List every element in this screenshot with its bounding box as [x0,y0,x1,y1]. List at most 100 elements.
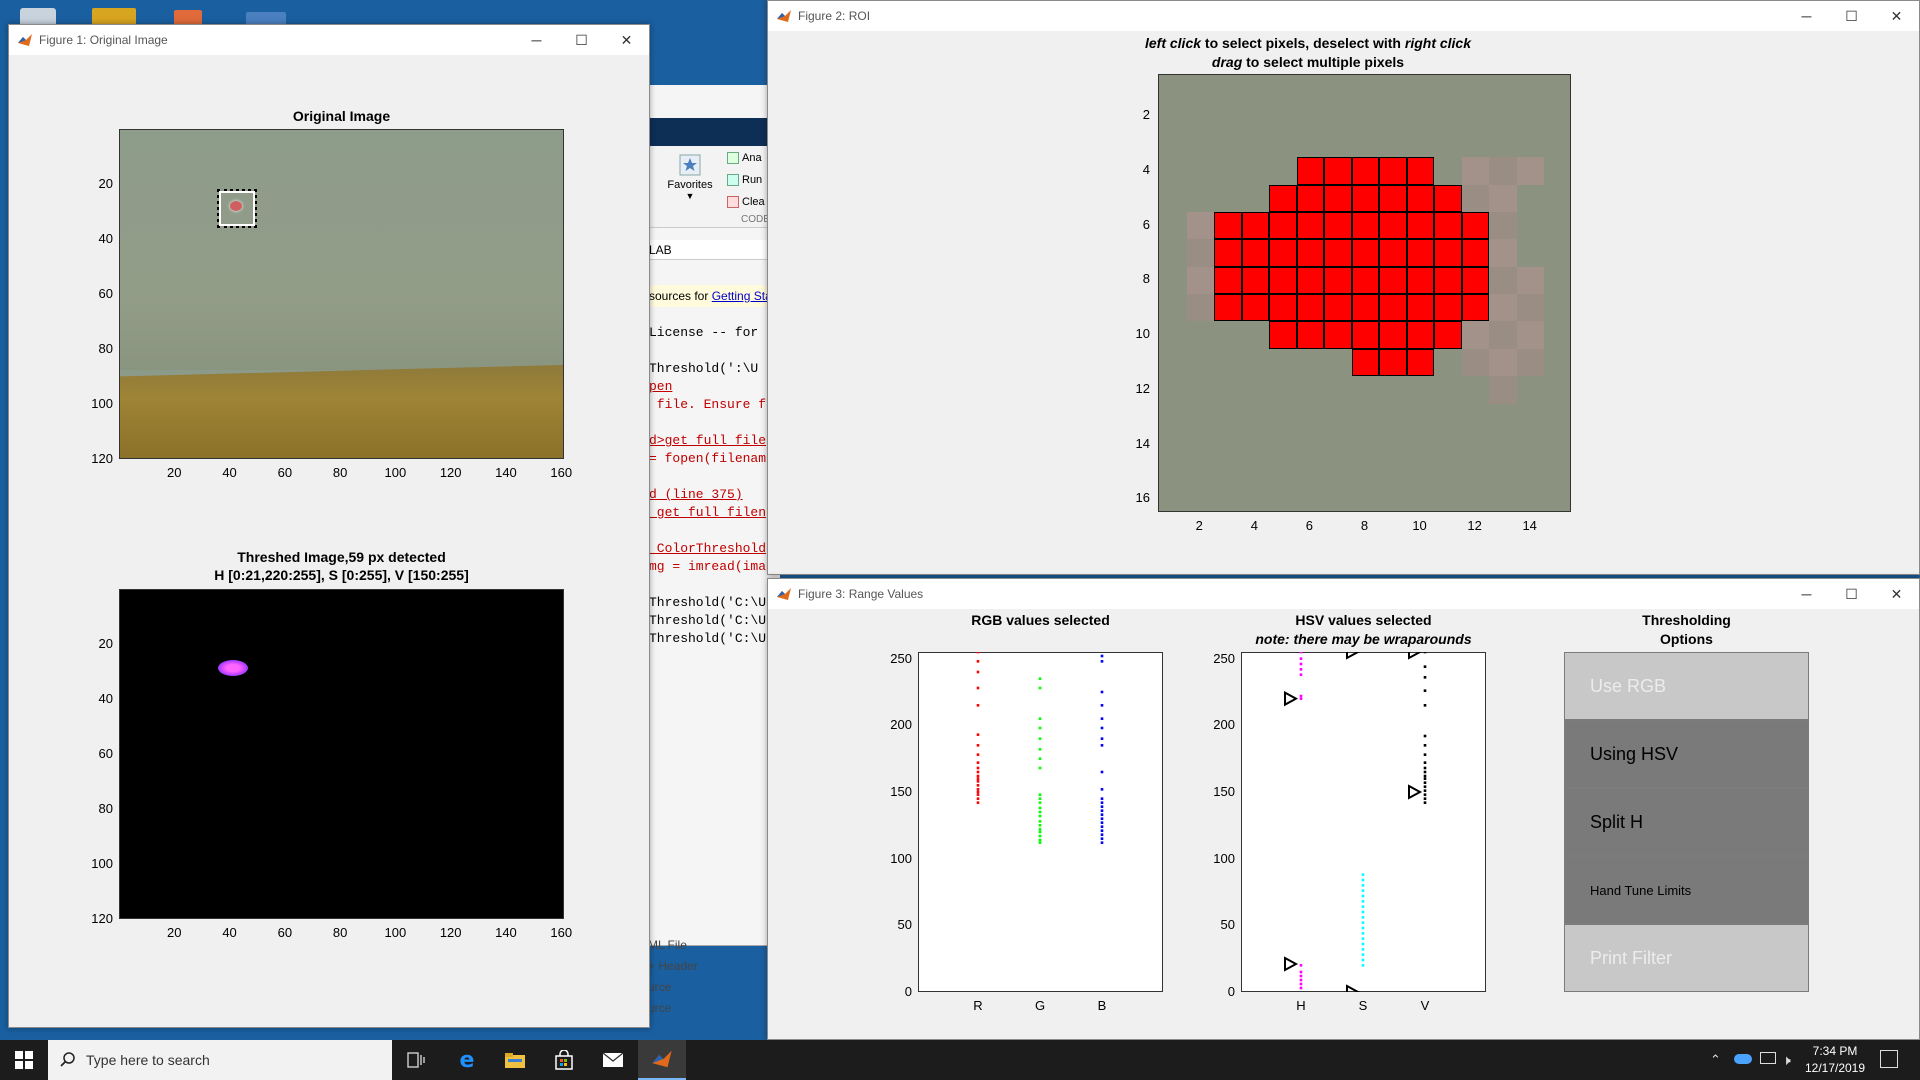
selected-pixel[interactable] [1434,239,1462,267]
start-button[interactable] [0,1040,48,1080]
roi-pixel[interactable] [1186,266,1215,294]
selected-pixel[interactable] [1214,239,1242,267]
roi-pixel[interactable] [1489,211,1517,240]
roi-pixel-grid[interactable] [1158,74,1571,512]
figure3-window[interactable]: Figure 3: Range Values ─ ☐ ✕ RGB values … [767,578,1920,1040]
selected-pixel[interactable] [1351,184,1380,212]
volume-muted-icon[interactable]: 🕨 [1782,1052,1791,1068]
selected-pixel[interactable] [1296,157,1325,185]
analyze-button[interactable]: Ana [727,152,762,164]
limit-marker[interactable] [1408,784,1423,800]
selected-pixel[interactable] [1351,211,1380,240]
selected-pixel[interactable] [1461,211,1490,240]
selected-pixel[interactable] [1351,239,1380,267]
figure3-titlebar[interactable]: Figure 3: Range Values ─ ☐ ✕ [768,579,1919,609]
rgb-values-chart[interactable] [918,652,1163,992]
selected-pixel[interactable] [1406,211,1435,240]
selected-pixel[interactable] [1406,184,1435,212]
roi-pixel[interactable] [1516,321,1545,349]
roi-pixel[interactable] [1461,157,1490,185]
roi-pixel[interactable] [1186,239,1215,267]
selected-pixel[interactable] [1406,266,1435,294]
roi-pixel[interactable] [1489,239,1517,267]
taskbar-search[interactable]: Type here to search [48,1040,392,1080]
figure2-window[interactable]: Figure 2: ROI ─ ☐ ✕ left click to select… [767,0,1920,575]
file-explorer-button[interactable] [491,1040,539,1080]
selected-pixel[interactable] [1434,321,1462,349]
selected-pixel[interactable] [1241,266,1270,294]
using-hsv-button[interactable]: Using HSV [1564,720,1809,788]
roi-pixel[interactable] [1461,321,1490,349]
selected-pixel[interactable] [1324,321,1352,349]
limit-marker[interactable] [1346,652,1361,660]
roi-box[interactable] [217,189,257,228]
selected-pixel[interactable] [1379,239,1407,267]
selected-pixel[interactable] [1351,157,1380,185]
selected-pixel[interactable] [1434,184,1462,212]
figure1-titlebar[interactable]: Figure 1: Original Image ─ ☐ ✕ [9,25,649,55]
print-filter-button[interactable]: Print Filter [1564,924,1809,992]
edge-button[interactable]: e [443,1040,491,1080]
selected-pixel[interactable] [1351,348,1380,377]
action-center-icon[interactable] [1880,1050,1898,1068]
selected-pixel[interactable] [1269,184,1297,212]
selected-pixel[interactable] [1214,266,1242,294]
roi-pixel[interactable] [1461,184,1490,212]
selected-pixel[interactable] [1269,321,1297,349]
use-rgb-button[interactable]: Use RGB [1564,652,1809,720]
onedrive-icon[interactable] [1734,1054,1752,1064]
selected-pixel[interactable] [1406,321,1435,349]
roi-pixel[interactable] [1489,294,1517,322]
selected-pixel[interactable] [1379,294,1407,322]
matlab-taskbar-button[interactable] [638,1040,686,1080]
maximize-button[interactable]: ☐ [1845,585,1858,602]
selected-pixel[interactable] [1461,266,1490,294]
file-type-item[interactable]: ML File [648,938,687,952]
selected-pixel[interactable] [1379,348,1407,377]
clock[interactable]: 7:34 PM 12/17/2019 [1804,1044,1866,1075]
roi-pixel[interactable] [1516,348,1545,377]
desktop-icon-3[interactable] [174,10,202,26]
selected-pixel[interactable] [1296,294,1325,322]
limit-marker[interactable] [1284,956,1299,972]
desktop-icon-2[interactable] [92,8,136,26]
desktop-icon-1[interactable] [20,8,56,26]
maximize-button[interactable]: ☐ [575,31,588,48]
selected-pixel[interactable] [1296,321,1325,349]
selected-pixel[interactable] [1324,211,1352,240]
figure2-titlebar[interactable]: Figure 2: ROI ─ ☐ ✕ [768,1,1919,31]
selected-pixel[interactable] [1351,266,1380,294]
selected-pixel[interactable] [1241,211,1270,240]
file-type-item[interactable]: + Header [648,959,698,973]
roi-pixel[interactable] [1489,348,1517,377]
selected-pixel[interactable] [1351,294,1380,322]
roi-pixel[interactable] [1489,184,1517,212]
roi-pixel[interactable] [1461,348,1490,377]
selected-pixel[interactable] [1406,157,1435,185]
selected-pixel[interactable] [1434,211,1462,240]
selected-pixel[interactable] [1406,294,1435,322]
task-view-button[interactable] [392,1040,440,1080]
selected-pixel[interactable] [1241,294,1270,322]
selected-pixel[interactable] [1296,184,1325,212]
original-image-axes[interactable] [119,129,564,459]
selected-pixel[interactable] [1296,266,1325,294]
limit-marker[interactable] [1408,652,1423,660]
minimize-button[interactable]: ─ [1801,8,1812,24]
selected-pixel[interactable] [1269,266,1297,294]
roi-pixel[interactable] [1516,157,1545,185]
selected-pixel[interactable] [1241,239,1270,267]
selected-pixel[interactable] [1214,294,1242,322]
selected-pixel[interactable] [1214,211,1242,240]
close-button[interactable]: ✕ [1890,7,1903,24]
selected-pixel[interactable] [1434,266,1462,294]
selected-pixel[interactable] [1269,294,1297,322]
minimize-button[interactable]: ─ [531,32,542,48]
address-bar[interactable]: LAB [641,240,781,260]
desktop-icon-4[interactable] [246,12,286,26]
selected-pixel[interactable] [1269,239,1297,267]
selected-pixel[interactable] [1296,239,1325,267]
figure1-window[interactable]: Figure 1: Original Image ─ ☐ ✕ Original … [8,24,650,1028]
selected-pixel[interactable] [1324,294,1352,322]
roi-pixel[interactable] [1489,376,1517,404]
